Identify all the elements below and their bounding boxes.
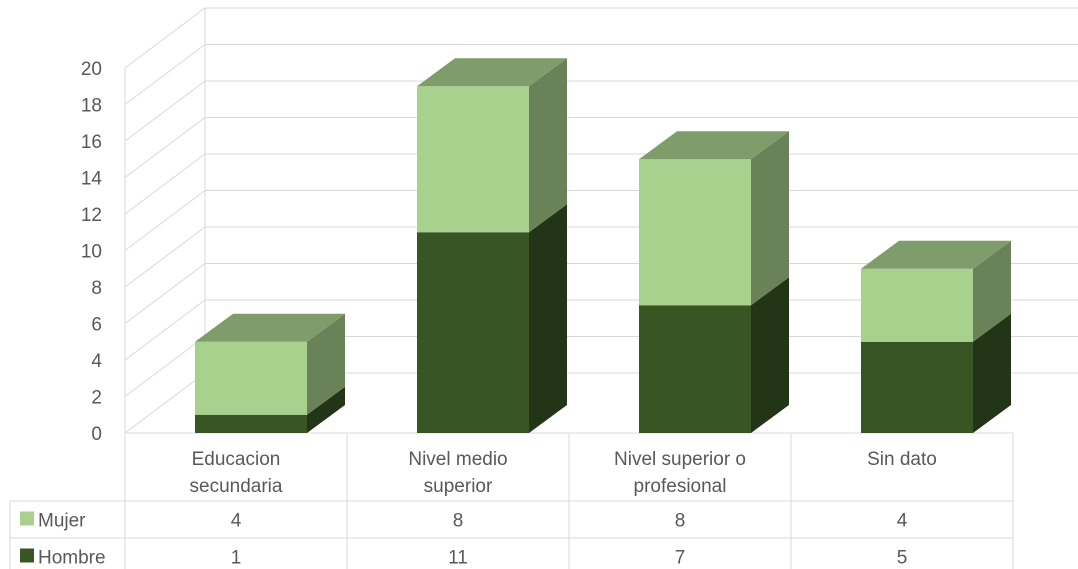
- bars: [195, 58, 1011, 433]
- gridline: [124, 44, 1078, 105]
- bar-top: [417, 58, 567, 87]
- y-tick-label: 12: [81, 205, 102, 226]
- gridline: [124, 80, 1078, 142]
- bar-side: [307, 386, 345, 433]
- legend-swatch: [20, 511, 34, 526]
- y-tick-label: 16: [81, 132, 102, 153]
- gridline: [124, 7, 1078, 69]
- bar-front: [195, 414, 307, 433]
- bar-segment: [861, 240, 1011, 342]
- category-label: Nivel medio: [408, 449, 507, 470]
- category-label: Educacion: [192, 449, 281, 470]
- y-axis-ticks: 0 2 4 6 8 10 12 14 16 18 20: [81, 59, 103, 445]
- y-tick-label: 10: [81, 242, 102, 263]
- category-label: superior: [424, 476, 493, 497]
- y-tick-label: 8: [91, 278, 102, 299]
- y-tick-label: 4: [91, 351, 102, 372]
- bar-front: [861, 341, 973, 433]
- bar-segment: [195, 386, 345, 433]
- bar-front: [639, 305, 751, 433]
- bar-side: [307, 313, 345, 415]
- gridline: [124, 117, 1078, 178]
- legend-label: Hombre: [38, 548, 106, 569]
- legend-label: Mujer: [38, 511, 86, 532]
- data-table-cell: 1: [231, 548, 242, 569]
- bar-side: [973, 313, 1011, 433]
- bar-segment: [417, 204, 567, 433]
- category-label: Sin dato: [867, 449, 937, 470]
- bar-front: [639, 159, 751, 306]
- data-table-cell: 4: [897, 511, 908, 532]
- y-tick-label: 20: [81, 59, 102, 80]
- bar-side: [751, 277, 789, 433]
- bar-side: [751, 131, 789, 306]
- bar-front: [861, 268, 973, 342]
- data-table: Educacion secundaria Nivel medio superior Ni…: [9, 433, 1014, 569]
- data-table-cell: 4: [231, 511, 242, 532]
- data-table-cell: 11: [448, 548, 468, 569]
- data-table-cell: 8: [675, 511, 686, 532]
- bar-top: [861, 240, 1011, 269]
- bar-front: [417, 232, 529, 433]
- legend-swatch: [20, 548, 34, 563]
- y-tick-label: 6: [91, 315, 102, 336]
- bar-segment: [639, 131, 789, 306]
- y-tick-label: 18: [81, 96, 102, 117]
- y-tick-label: 2: [91, 388, 102, 409]
- bar-front: [195, 341, 307, 415]
- bar-side: [973, 240, 1011, 342]
- data-table-cell: 7: [675, 548, 686, 569]
- bar-front: [417, 86, 529, 233]
- data-table-cell: 5: [897, 548, 908, 569]
- bar-top: [195, 313, 345, 342]
- category-label: secundaria: [190, 476, 283, 497]
- gridline: [124, 153, 1078, 215]
- bar-segment: [417, 58, 567, 233]
- y-tick-label: 0: [91, 424, 102, 445]
- data-table-cell: 8: [453, 511, 464, 532]
- category-label: Nivel superior o: [614, 449, 746, 470]
- bar-segment: [861, 313, 1011, 433]
- bar-side: [529, 58, 567, 233]
- bar-top: [639, 131, 789, 160]
- bar-segment: [195, 313, 345, 415]
- bar-side: [529, 204, 567, 433]
- y-tick-label: 14: [81, 169, 103, 190]
- bar-segment: [639, 277, 789, 433]
- category-label: profesional: [634, 476, 727, 497]
